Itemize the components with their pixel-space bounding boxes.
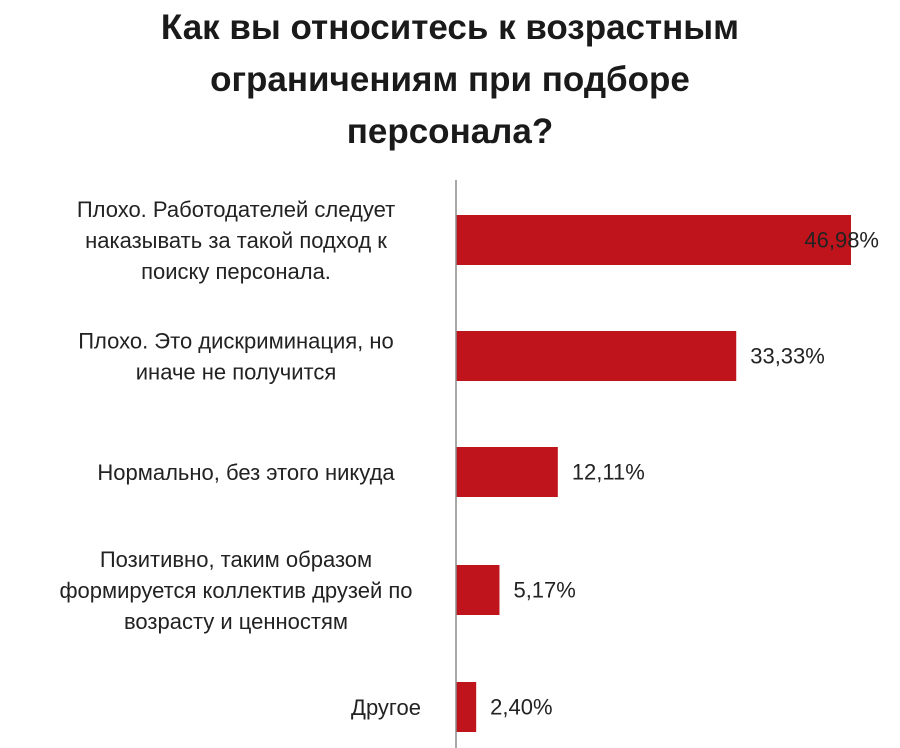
- category-label-line: поиску персонала.: [141, 259, 331, 284]
- bars-layer: [456, 215, 851, 732]
- category-label-line: наказывать за такой подход к: [85, 228, 387, 253]
- category-label-3: Нормально, без этого никуда: [97, 460, 395, 485]
- value-label-1: 46,98%: [804, 228, 879, 253]
- value-label-3: 12,11%: [572, 460, 645, 485]
- category-label-line: Плохо. Работодателей следует: [77, 197, 395, 222]
- category-label-4: Позитивно, таким образом формируется колл…: [59, 547, 412, 634]
- category-label-1: Плохо. Работодателей следует наказывать з…: [77, 197, 395, 284]
- category-label-line: возрасту и ценностям: [124, 609, 348, 634]
- category-label-2: Плохо. Это дискриминация, но иначе не пол…: [78, 328, 394, 384]
- bar-1: [456, 215, 851, 265]
- value-label-5: 2,40%: [490, 695, 552, 720]
- bar-5: [456, 682, 477, 732]
- bar-4: [456, 565, 500, 615]
- category-label-line: Позитивно, таким образом: [100, 547, 372, 572]
- value-labels-layer: 46,98% 33,33% 12,11% 5,17% 2,40%: [490, 228, 879, 720]
- bar-2: [456, 331, 737, 381]
- category-label-line: Нормально, без этого никуда: [97, 460, 395, 485]
- category-label-line: иначе не получится: [136, 359, 337, 384]
- category-label-line: Плохо. Это дискриминация, но: [78, 328, 394, 353]
- category-label-5: Другое: [351, 695, 421, 720]
- category-label-line: Другое: [351, 695, 421, 720]
- value-label-2: 33,33%: [750, 344, 825, 369]
- bar-3: [456, 447, 558, 497]
- category-label-line: формируется коллектив друзей по: [59, 578, 412, 603]
- chart-title: Как вы относитесь к возрастным ограничен…: [160, 8, 740, 151]
- category-labels-layer: Плохо. Работодателей следует наказывать з…: [59, 197, 421, 720]
- value-label-4: 5,17%: [513, 578, 575, 603]
